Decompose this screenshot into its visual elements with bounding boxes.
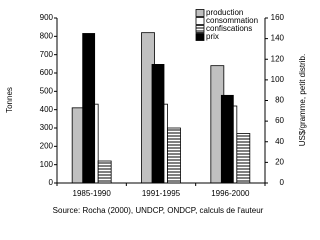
y2-tick-label: 100	[271, 75, 285, 84]
bar	[167, 127, 181, 184]
legend-label: confiscations	[206, 24, 252, 33]
x-tick-label: 1985-1990	[73, 189, 112, 198]
y-tick-label: 700	[40, 50, 54, 59]
y-tick-label: 900	[40, 13, 54, 22]
legend-label: consommation	[206, 16, 258, 25]
source-note: Source: Rocha (2000), UNDCP, ONDCP, calc…	[53, 206, 264, 215]
y2-tick-label: 140	[271, 34, 285, 43]
legend-swatch	[195, 25, 205, 33]
y-tick-label: 500	[40, 86, 54, 95]
bar	[151, 64, 165, 184]
legend-label: production	[206, 8, 243, 17]
y2-tick-label: 0	[280, 178, 285, 187]
y-axis-title: Tonnes	[5, 87, 14, 113]
y2-tick-label: 40	[275, 137, 284, 146]
x-tick-label: 1996-2000	[211, 189, 250, 198]
x-tick-label: 1991-1995	[142, 189, 181, 198]
y-tick-label: 200	[40, 141, 54, 150]
y2-axis-title: US$/gramme, petit distrib.	[298, 54, 307, 146]
bar	[97, 160, 112, 184]
y-tick-label: 800	[40, 31, 54, 40]
bar	[220, 94, 234, 184]
legend-swatch	[195, 9, 205, 17]
y2-tick-label: 120	[271, 54, 285, 63]
bar	[236, 133, 251, 184]
y2-tick-label: 160	[271, 13, 285, 22]
bar	[82, 33, 96, 184]
y-tick-label: 100	[40, 160, 54, 169]
y-tick-label: 600	[40, 68, 54, 77]
legend-swatch	[195, 17, 205, 25]
legend-label: prix	[206, 32, 219, 41]
y2-tick-label: 20	[275, 157, 284, 166]
chart: Tonnes US$/gramme, petit distrib. Source…	[5, 8, 307, 215]
y2-tick-label: 60	[275, 116, 284, 125]
y-tick-label: 300	[40, 123, 54, 132]
y-tick-label: 0	[49, 178, 54, 187]
y-tick-label: 400	[40, 105, 54, 114]
legend-swatch	[195, 33, 205, 41]
y2-tick-label: 80	[275, 96, 284, 105]
